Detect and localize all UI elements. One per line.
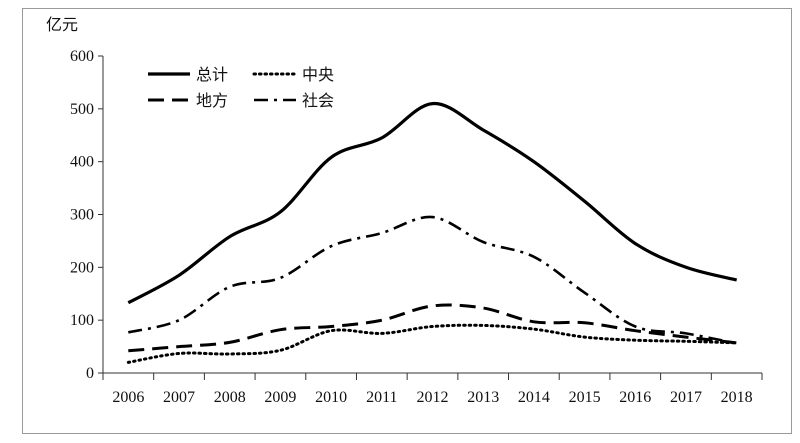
series-line-local bbox=[128, 303, 737, 353]
series-line-total bbox=[127, 101, 738, 305]
x-tick-label: 2006 bbox=[112, 389, 144, 406]
y-tick-label: 400 bbox=[70, 154, 94, 171]
legend-label-social: 社会 bbox=[302, 92, 334, 110]
y-tick-label: 100 bbox=[70, 312, 94, 329]
x-tick-label: 2012 bbox=[417, 389, 449, 406]
x-tick-label: 2017 bbox=[670, 389, 702, 406]
series-layer bbox=[126, 101, 739, 364]
y-tick-label: 500 bbox=[70, 101, 94, 118]
x-tick-label: 2018 bbox=[721, 389, 753, 406]
x-tick-label: 2008 bbox=[214, 389, 246, 406]
chart-frame bbox=[22, 8, 792, 434]
series-line-social bbox=[128, 215, 737, 345]
y-tick-label: 200 bbox=[70, 259, 94, 276]
x-tick-label: 2015 bbox=[569, 389, 601, 406]
x-tick-label: 2013 bbox=[467, 389, 499, 406]
legend-label-local: 地方 bbox=[196, 92, 228, 110]
axes: 0 100 200 300 400 500 600 2006 2007 2008 2009 2010 2… bbox=[70, 48, 763, 406]
x-tick-label: 2011 bbox=[366, 389, 397, 406]
series-line-central bbox=[126, 323, 739, 364]
x-tick-label: 2009 bbox=[264, 389, 296, 406]
x-tick-label: 2016 bbox=[619, 389, 651, 406]
legend-label-total: 总计 bbox=[196, 66, 228, 84]
x-tick-label: 2014 bbox=[518, 389, 550, 406]
y-axis-unit-label: 亿元 bbox=[46, 16, 78, 34]
x-tick-label: 2007 bbox=[163, 389, 195, 406]
y-tick-label: 600 bbox=[70, 48, 94, 65]
legend-label-central: 中央 bbox=[302, 66, 334, 84]
y-tick-label: 300 bbox=[70, 207, 94, 224]
y-tick-label: 0 bbox=[86, 365, 94, 382]
x-tick-label: 2010 bbox=[315, 389, 347, 406]
